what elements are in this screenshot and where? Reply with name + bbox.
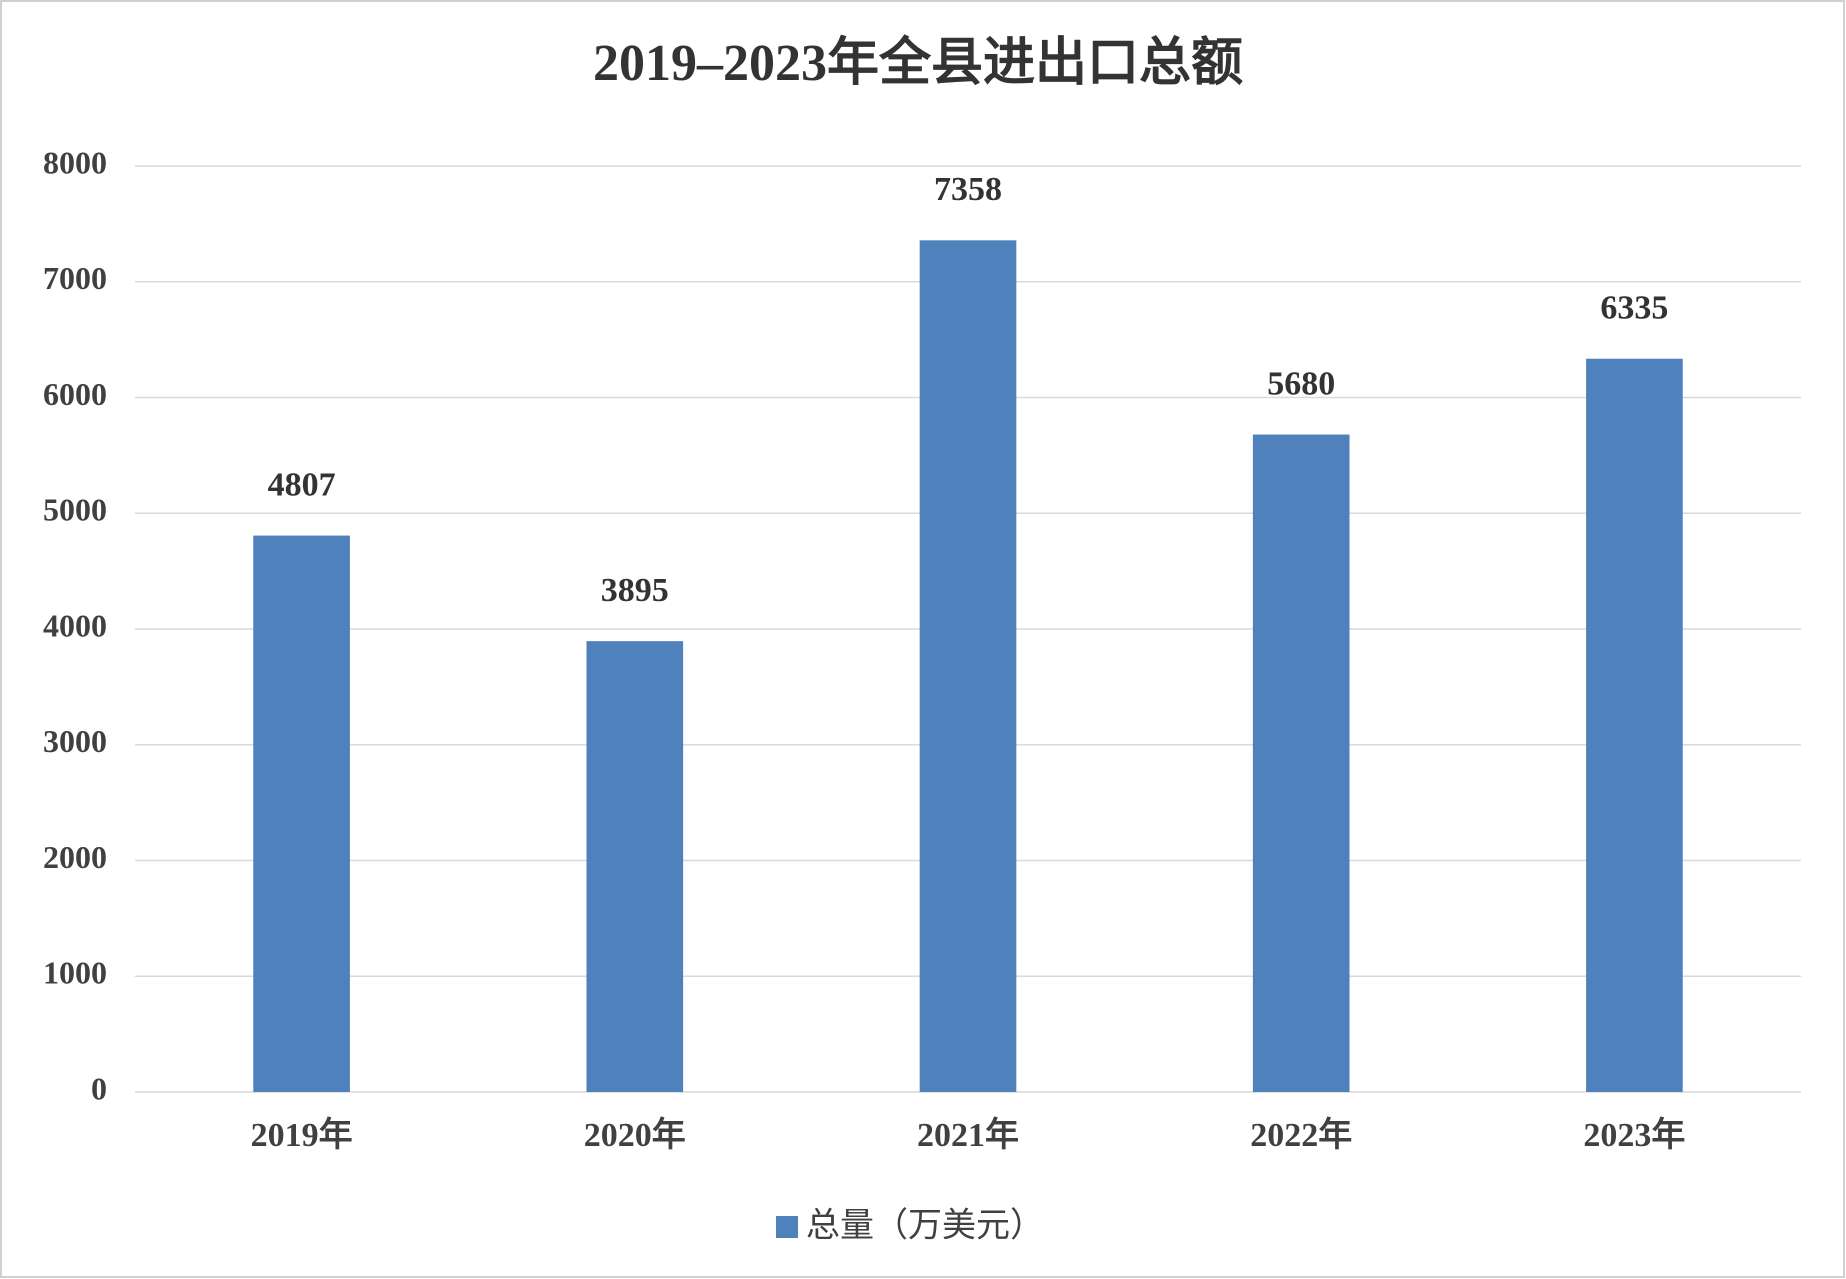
x-tick-label: 2021年 xyxy=(917,1116,1019,1154)
y-tick-label: 2000 xyxy=(43,839,107,875)
data-label: 6335 xyxy=(1600,290,1668,327)
data-label: 7358 xyxy=(934,171,1002,208)
y-tick-label: 4000 xyxy=(43,607,107,643)
legend-label: 总量（万美元） xyxy=(806,1206,1044,1246)
x-tick-label: 2019年 xyxy=(251,1116,353,1154)
y-tick-label: 5000 xyxy=(43,492,107,528)
y-tick-label: 3000 xyxy=(43,723,107,759)
y-tick-label: 6000 xyxy=(43,376,107,412)
x-tick-label: 2023年 xyxy=(1583,1116,1685,1154)
x-tick-label: 2020年 xyxy=(584,1116,686,1154)
data-label: 5680 xyxy=(1267,365,1335,402)
chart-title: 2019–2023年全县进出口总额 xyxy=(593,33,1243,92)
bar xyxy=(1586,358,1683,1092)
bar xyxy=(1252,434,1350,1092)
y-tick-label: 1000 xyxy=(43,955,107,991)
legend-swatch xyxy=(776,1216,798,1238)
data-label: 3895 xyxy=(601,572,669,609)
y-tick-label: 0 xyxy=(91,1070,107,1106)
bar xyxy=(253,535,350,1092)
bar xyxy=(586,641,684,1092)
bar xyxy=(919,240,1017,1092)
x-tick-label: 2022年 xyxy=(1250,1116,1352,1154)
y-tick-label: 8000 xyxy=(43,144,107,180)
y-tick-label: 7000 xyxy=(43,260,107,296)
data-label: 4807 xyxy=(268,466,336,503)
